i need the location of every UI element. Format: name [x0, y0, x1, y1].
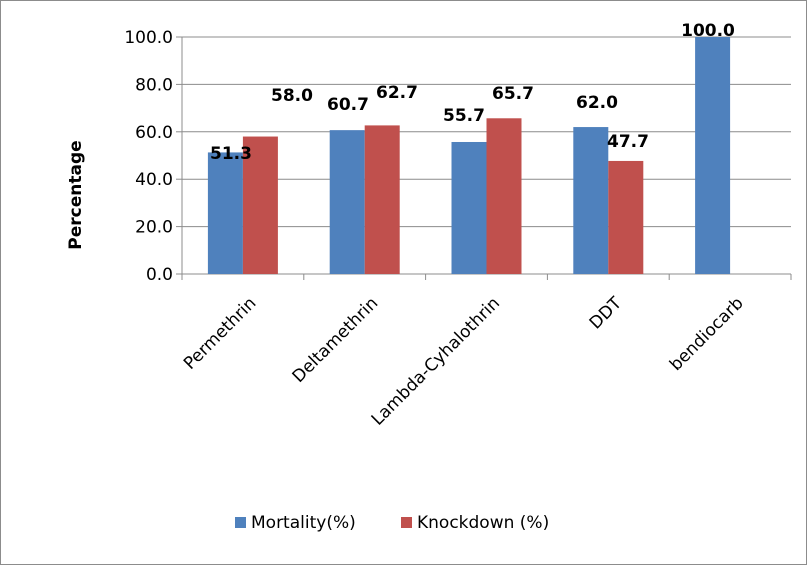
- y-tick-label: 80.0: [135, 75, 173, 95]
- legend: Mortality(%) Knockdown (%): [235, 513, 549, 533]
- data-label: 62.7: [376, 83, 418, 103]
- y-tick-label: 20.0: [135, 218, 173, 238]
- y-axis-title: Percentage: [66, 140, 86, 249]
- y-tick-label: 60.0: [135, 123, 173, 143]
- bar-knockdown: [486, 118, 522, 274]
- data-labels: 51.3 60.7 55.7 62.0 100.0 58.0 62.7 65.7 47.7: [210, 21, 735, 164]
- bar-knockdown: [364, 125, 400, 274]
- data-label: 55.7: [443, 106, 485, 126]
- category-label: bendiocarb: [666, 293, 748, 375]
- legend-swatch: [235, 517, 246, 528]
- bar-knockdown: [242, 136, 278, 274]
- bar-mortality: [329, 130, 365, 274]
- bar-knockdown: [608, 160, 644, 274]
- category-label: Lambda-Cyhalothrin: [368, 293, 504, 429]
- y-tick-label: 100.0: [124, 28, 173, 48]
- bar-mortality: [573, 127, 609, 274]
- data-label: 65.7: [492, 84, 534, 104]
- data-label: 58.0: [271, 86, 313, 106]
- bar-mortality: [451, 141, 487, 274]
- category-label: DDT: [586, 293, 626, 333]
- legend-label: Knockdown (%): [417, 513, 549, 533]
- bars: [207, 37, 731, 274]
- bar-mortality: [207, 152, 243, 274]
- data-label: 47.7: [607, 132, 649, 152]
- category-label: Permethrin: [180, 293, 260, 373]
- legend-label: Mortality(%): [251, 513, 356, 533]
- category-label: Deltamethrin: [289, 293, 383, 387]
- legend-swatch: [401, 517, 412, 528]
- y-tick-label: 40.0: [135, 170, 173, 190]
- data-label: 51.3: [210, 144, 252, 164]
- data-label: 60.7: [327, 95, 369, 115]
- bar-mortality: [695, 37, 731, 274]
- y-tick-label: 0.0: [146, 265, 173, 285]
- data-label: 100.0: [681, 21, 735, 41]
- data-label: 62.0: [576, 93, 618, 113]
